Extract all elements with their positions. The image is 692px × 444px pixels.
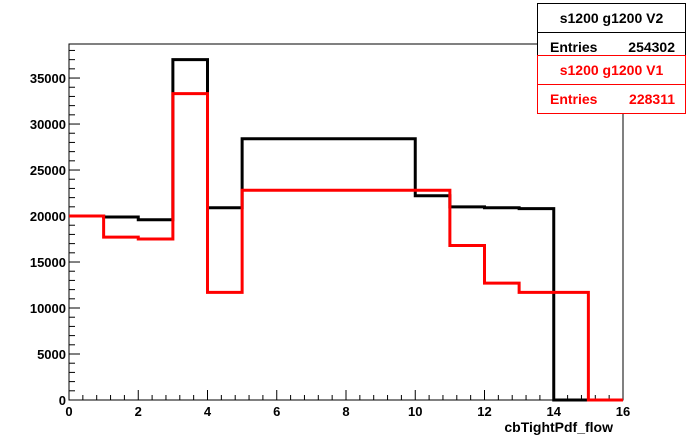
x-tick-label: 16: [616, 404, 630, 419]
y-axis: 0 5000 10000 15000 20000 25000 30000 35000: [30, 44, 80, 408]
stat-box-v2: s1200 g1200 V2 Entries 254302: [537, 3, 686, 62]
x-tick-label: 8: [342, 404, 349, 419]
y-tick-label: 10000: [30, 301, 66, 316]
x-tick-label: 14: [547, 404, 562, 419]
x-tick-label: 12: [477, 404, 491, 419]
x-tick-label: 2: [135, 404, 142, 419]
stat-box-v2-title: s1200 g1200 V2: [538, 4, 685, 33]
stat-box-v1: s1200 g1200 V1 Entries 228311: [537, 55, 686, 114]
series-v2-line: [69, 58, 623, 402]
stat-box-v1-title: s1200 g1200 V1: [538, 56, 685, 85]
x-axis: 0 2 4 6 8 10 12 14 16: [65, 390, 630, 419]
x-tick-label: 6: [273, 404, 280, 419]
series-v1-line: [69, 92, 623, 402]
y-tick-label: 30000: [30, 117, 66, 132]
stat-box-v1-entries-label: Entries: [550, 91, 598, 107]
x-tick-label: 0: [65, 404, 72, 419]
x-tick-label: 10: [408, 404, 422, 419]
y-tick-label: 35000: [30, 71, 66, 86]
y-tick-label: 0: [59, 393, 66, 408]
x-axis-title: cbTightPdf_flow: [504, 419, 613, 435]
y-tick-label: 15000: [30, 255, 66, 270]
y-tick-label: 20000: [30, 209, 66, 224]
y-tick-label: 5000: [37, 347, 66, 362]
stat-box-v2-entries-value: 254302: [628, 39, 675, 55]
x-tick-label: 4: [204, 404, 212, 419]
stat-box-v2-entries-label: Entries: [550, 39, 598, 55]
y-tick-label: 25000: [30, 163, 66, 178]
stat-box-v2-entries: Entries 254302: [538, 33, 685, 62]
series-layer: [69, 58, 623, 402]
stat-box-v1-entries-value: 228311: [629, 91, 675, 107]
stat-box-v1-entries: Entries 228311: [538, 85, 685, 114]
